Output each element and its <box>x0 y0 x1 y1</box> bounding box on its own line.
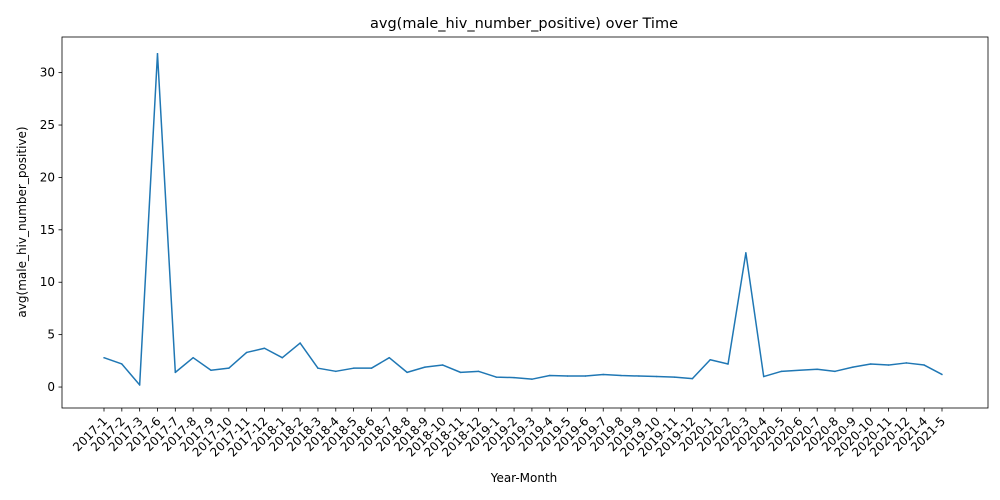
y-tick-label: 20 <box>40 170 55 184</box>
data-point <box>869 363 872 365</box>
data-point <box>566 375 569 377</box>
data-point <box>406 371 408 374</box>
data-point <box>281 356 284 359</box>
data-point <box>352 367 355 369</box>
y-tick-label: 25 <box>40 118 55 132</box>
data-point <box>388 356 391 359</box>
data-point <box>477 370 480 373</box>
data-point <box>513 376 515 379</box>
data-point <box>602 373 604 376</box>
data-point <box>370 367 373 369</box>
data-point <box>263 347 266 350</box>
data-point <box>442 364 444 366</box>
y-tick-label: 0 <box>47 380 55 394</box>
data-point <box>620 374 622 377</box>
data-point <box>816 368 818 370</box>
data-point <box>709 359 711 361</box>
data-point <box>156 53 159 55</box>
data-point <box>299 342 301 344</box>
data-point <box>780 370 783 373</box>
y-axis-label: avg(male_hiv_number_positive) <box>15 126 29 317</box>
data-point <box>584 375 587 377</box>
data-point <box>317 367 319 369</box>
data-point <box>941 373 943 376</box>
data-point <box>192 356 194 359</box>
data-point <box>691 377 694 380</box>
data-point <box>923 364 925 366</box>
data-point <box>548 374 551 377</box>
y-tick-label: 15 <box>40 223 55 237</box>
data-point <box>638 375 640 377</box>
plot-area: 0510152025302017-12017-22017-32017-62017… <box>40 36 989 460</box>
data-point <box>673 376 676 378</box>
data-point <box>138 384 141 386</box>
y-tick-label: 10 <box>40 275 55 289</box>
y-tick-label: 30 <box>40 66 55 80</box>
data-point <box>905 362 908 364</box>
data-point <box>887 364 890 366</box>
data-point <box>655 375 658 378</box>
series-line <box>103 53 943 386</box>
data-point <box>798 369 801 372</box>
data-point <box>495 376 498 378</box>
x-axis-label: Year-Month <box>490 471 558 485</box>
data-point <box>424 366 426 368</box>
data-point <box>174 371 177 374</box>
data-point <box>745 252 747 254</box>
data-point <box>245 351 248 354</box>
data-point <box>727 363 729 365</box>
data-point <box>459 371 462 374</box>
data-point <box>852 366 854 368</box>
data-point <box>228 367 230 369</box>
data-point <box>121 363 123 365</box>
data-point <box>335 370 337 373</box>
data-point <box>531 378 533 380</box>
chart-title: avg(male_hiv_number_positive) over Time <box>370 16 678 32</box>
data-point <box>103 356 105 359</box>
data-point <box>762 375 765 378</box>
data-point <box>210 369 212 372</box>
data-point <box>834 370 836 373</box>
y-tick-label: 5 <box>47 328 55 342</box>
plot-frame <box>61 36 989 409</box>
